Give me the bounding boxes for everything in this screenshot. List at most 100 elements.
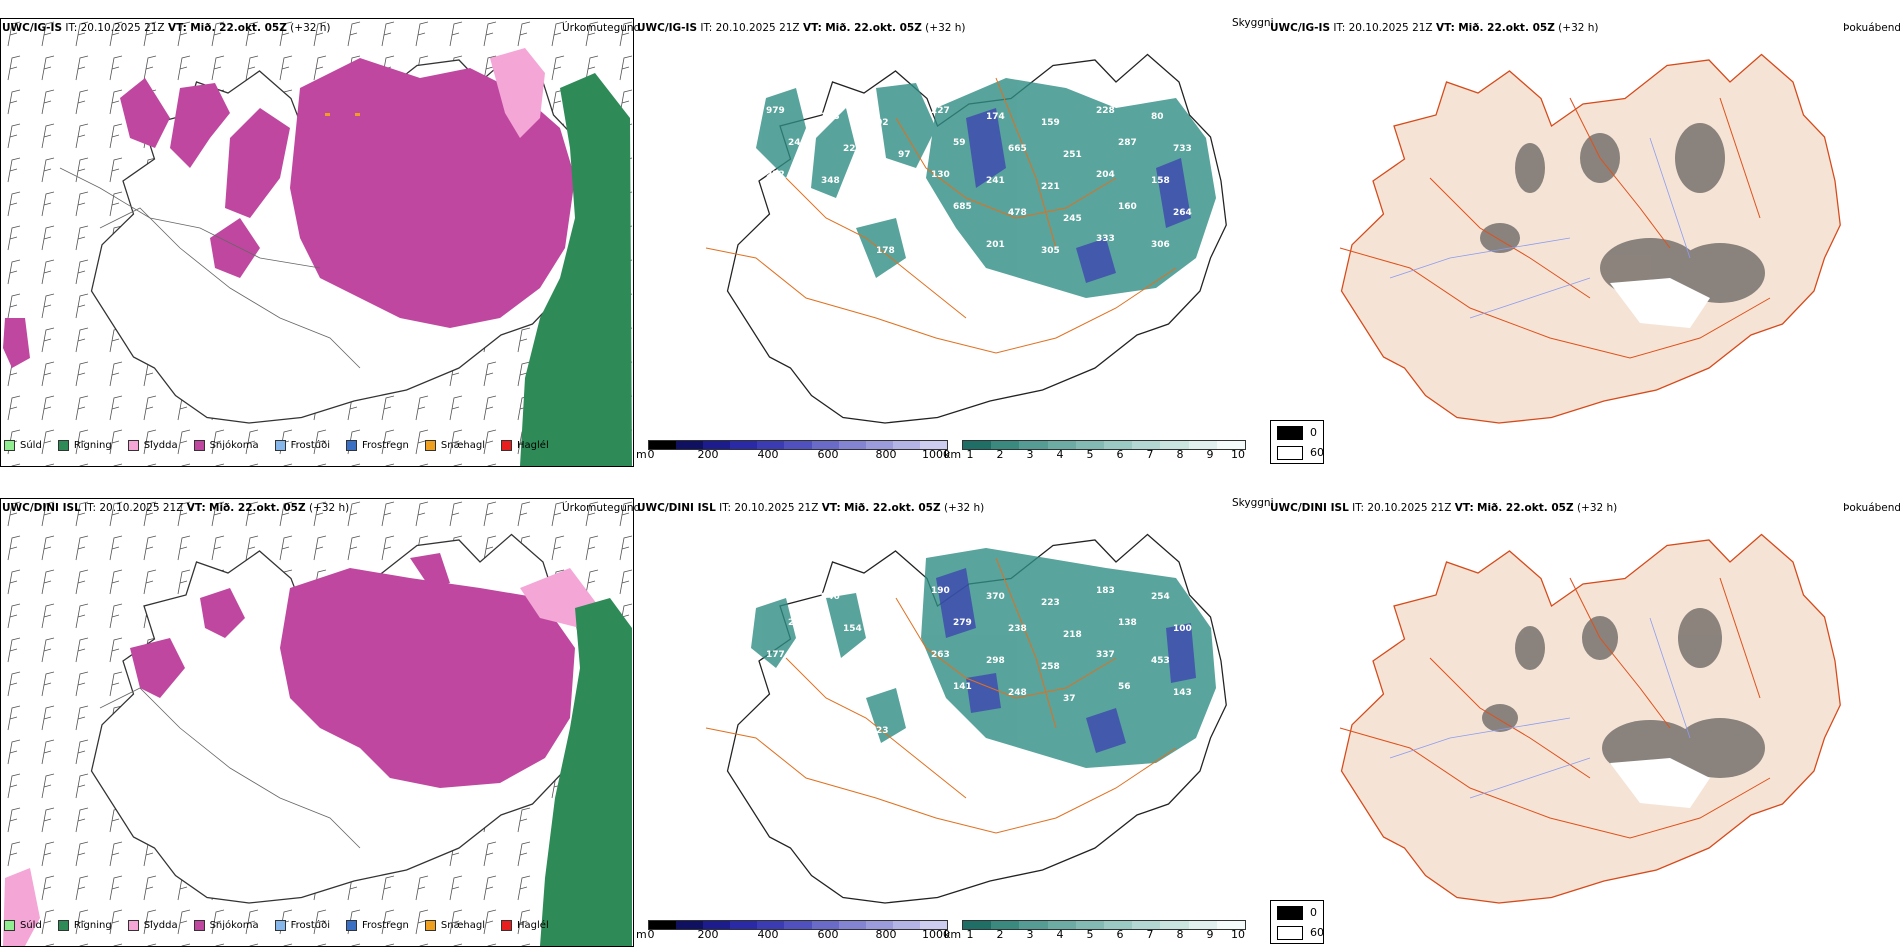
legend-item: Frostúði <box>274 440 330 451</box>
cloud-base-label: 453 <box>1151 656 1170 666</box>
colorbar-cell <box>1188 441 1217 449</box>
colorbar-cell <box>703 441 731 449</box>
legend-item: Rigning <box>57 920 112 931</box>
cloud-base-label: 232 <box>766 170 785 180</box>
panel-title: Úrkomutegund <box>562 502 641 514</box>
colorbar-cell <box>1075 441 1105 449</box>
panel-title: Skyggni <box>1232 17 1274 29</box>
cloud-base-label: 208 <box>766 714 785 724</box>
cloud-base-label: 279 <box>953 618 972 628</box>
cloud-base-label: 143 <box>1173 688 1192 698</box>
colorbar-cell <box>649 441 677 449</box>
cloud-base-label: 209 <box>843 688 862 698</box>
cloud-base-label: 238 <box>1008 624 1027 634</box>
colorbar-cell <box>811 441 839 449</box>
ceiling-colorbar: m 0 200 400 600 800 1000 <box>636 920 950 946</box>
legend-item: Frostúði <box>274 920 330 931</box>
cloud-base-label: 223 <box>1041 598 1060 608</box>
panel-title: Þokuábendi <box>1843 502 1900 514</box>
cloud-base-label: 227 <box>843 144 862 154</box>
colorbar-cell <box>892 921 920 929</box>
cloud-base-label: 141 <box>953 682 972 692</box>
cloud-base-label: 100 <box>1173 624 1192 634</box>
colorbar-cell <box>703 921 731 929</box>
panel-header: UWC/DINI ISL IT: 20.10.2025 21Z VT: Mið.… <box>1270 502 1618 514</box>
legend-item: Haglél <box>501 920 549 931</box>
cloud-base-label: 337 <box>1096 650 1115 660</box>
cloud-base-label: 02 <box>876 118 889 128</box>
cloud-base-label: 130 <box>931 170 950 180</box>
panel-title: Þokuábendi <box>1843 22 1900 34</box>
cloud-base-label: 797 <box>788 202 807 212</box>
colorbar-cell <box>991 921 1020 929</box>
cloud-visibility-panel-top: 979 203 02 227 174 159 228 80 246 227 97 59 665 251 28… <box>636 18 1270 467</box>
cloud-base-label: 665 <box>1008 144 1027 154</box>
panel-header: UWC/DINI ISL IT: 20.10.2025 21Z VT: Mið.… <box>637 502 985 514</box>
cloud-base-label: 37 <box>1063 694 1076 704</box>
cloud-base-label: 333 <box>1096 234 1115 244</box>
colorbar-cell <box>649 921 677 929</box>
fog-legend: 0 60 <box>1270 420 1324 464</box>
cloud-base-label: 216 <box>788 618 807 628</box>
legend-item: Snæhagl <box>424 920 485 931</box>
cloud-base-label: 263 <box>931 650 950 660</box>
legend-item: Snæhagl <box>424 440 485 451</box>
colorbar-cell <box>1216 441 1246 449</box>
colorbar-cell <box>676 441 704 449</box>
cloud-base-label: 159 <box>1041 118 1060 128</box>
colorbar-cell <box>892 441 920 449</box>
fog-panel-top: 0 60 <box>1270 18 1900 467</box>
legend-item: Frostregn <box>346 440 409 451</box>
map-frame <box>0 18 634 467</box>
colorbar-cell <box>1160 921 1189 929</box>
colorbar-cell <box>1188 921 1217 929</box>
cloud-base-label: 204 <box>1096 170 1115 180</box>
colorbar-cell <box>1075 921 1105 929</box>
cloud-base-label: 154 <box>843 624 862 634</box>
legend-item: Snjókoma <box>193 920 259 931</box>
cloud-base-label: 946 <box>821 592 840 602</box>
legend-item: Súld <box>4 440 42 451</box>
cloud-base-label: 306 <box>1151 240 1170 250</box>
cloud-base-label: 787 <box>821 720 840 730</box>
legend-item: Slydda <box>127 920 178 931</box>
colorbar-cell <box>1019 441 1048 449</box>
colorbar-cell <box>784 441 812 449</box>
cloud-base-label: 190 <box>931 586 950 596</box>
cloud-base-label: 228 <box>1096 106 1115 116</box>
precip-type-panel-bottom: Súld Rigning Slydda Snjókoma Frostúði Fr… <box>0 498 634 947</box>
cloud-base-label: 80 <box>1151 112 1164 122</box>
visibility-colorbar: km 1 2 3 4 5 6 7 8 9 10 <box>944 920 1246 946</box>
cloud-base-label: 285 <box>821 240 840 250</box>
colorbar-cell <box>757 921 785 929</box>
colorbar-cell <box>838 921 866 929</box>
colorbar-cell <box>811 921 839 929</box>
cloud-base-label: 203 <box>821 112 840 122</box>
cloud-base-label: 296 <box>876 182 895 192</box>
cloud-base-label: 254 <box>1151 592 1170 602</box>
cloud-base-label: 234 <box>898 214 917 224</box>
precip-type-panel-top: Súld Rigning Slydda Snjókoma Frostúði Fr… <box>0 18 634 467</box>
cloud-visibility-panel-bottom: 513 946 722 190 370 223 183 254 216 154 191 279 238 2… <box>636 498 1270 947</box>
cloud-base-label: 248 <box>1008 688 1027 698</box>
colorbar-cell <box>1019 921 1048 929</box>
colorbar-cell <box>963 441 992 449</box>
colorbar-cell <box>1047 441 1076 449</box>
cloud-base-label: 23 <box>876 726 889 736</box>
precip-type-map <box>1 19 633 466</box>
cloud-base-label: 178 <box>876 246 895 256</box>
cloud-base-label: 298 <box>986 656 1005 666</box>
precip-legend: Súld Rigning Slydda Snjókoma Frostúði Fr… <box>4 440 565 451</box>
cloud-base-label: 286 <box>931 234 950 244</box>
colorbar-cell <box>784 921 812 929</box>
cloud-base-label: 97 <box>898 150 911 160</box>
cloud-base-label: 152 <box>876 662 895 672</box>
cloud-base-label: 245 <box>1063 214 1082 224</box>
map-frame <box>0 498 634 947</box>
cloud-base-label: 722 <box>876 598 895 608</box>
cloud-base-label: 287 <box>1118 138 1137 148</box>
cloud-base-label: 227 <box>931 106 950 116</box>
fog-panel-bottom: 0 60 <box>1270 498 1900 947</box>
colorbar-cell <box>1047 921 1076 929</box>
colorbar-cell <box>919 921 948 929</box>
